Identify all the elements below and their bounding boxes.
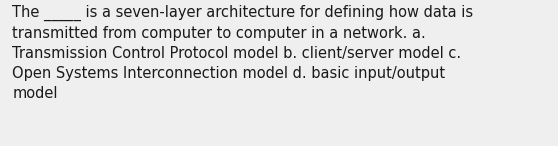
- Text: The _____ is a seven-layer architecture for defining how data is
transmitted fro: The _____ is a seven-layer architecture …: [12, 5, 473, 101]
